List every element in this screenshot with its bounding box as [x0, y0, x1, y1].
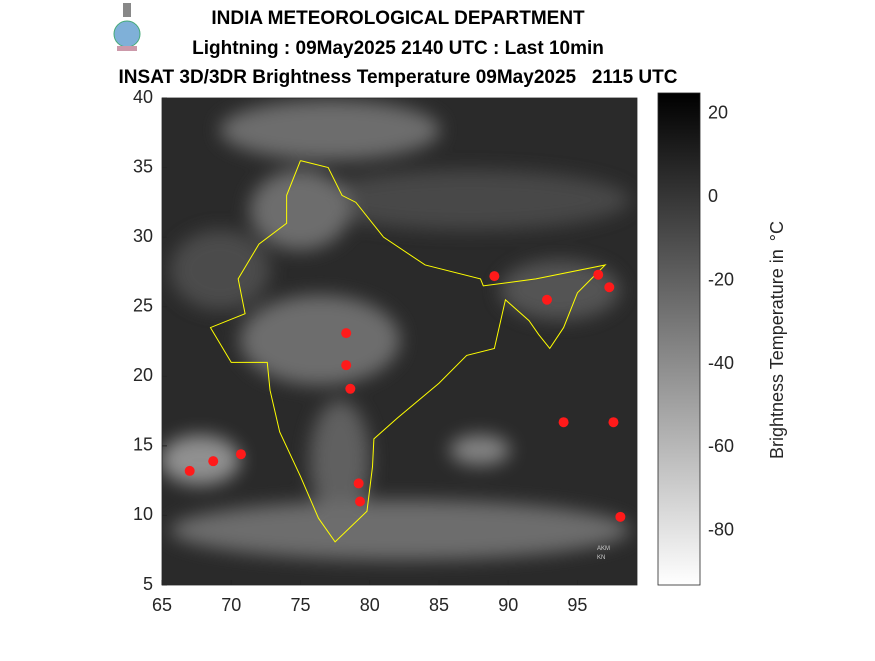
station-label: AKM [597, 546, 610, 552]
lightning-strike [184, 465, 195, 476]
y-tick-label: 10 [133, 504, 153, 524]
lightning-strike [208, 456, 219, 467]
lightning-strike [489, 271, 500, 282]
lightning-strike [558, 417, 569, 428]
x-tick-label: 80 [360, 595, 380, 615]
title: INDIA METEOROLOGICAL DEPARTMENT [211, 8, 585, 29]
colorbar-tick-label: -40 [708, 353, 734, 373]
lightning-strike [345, 383, 356, 394]
map-frame [161, 97, 638, 586]
y-tick-label: 15 [133, 435, 153, 455]
y-tick-label: 35 [133, 156, 153, 176]
satellite-image [162, 98, 637, 585]
subtitle: Lightning : 09May2025 2140 UTC : Last 10… [192, 38, 604, 59]
lightning-strike [355, 496, 366, 507]
x-tick-label: 65 [152, 595, 172, 615]
y-tick-label: 25 [133, 295, 153, 315]
lightning-strike [341, 328, 352, 339]
imd-emblem [113, 3, 141, 51]
colorbar-label-text: Brightness Temperature in [767, 249, 787, 459]
product-title: INSAT 3D/3DR Brightness Temperature 09Ma… [119, 67, 678, 88]
x-tick-label: 95 [567, 595, 587, 615]
lightning-strike [608, 417, 619, 428]
lightning-strike [341, 360, 352, 371]
colorbar-unit: °C [767, 221, 787, 241]
colorbar [657, 92, 701, 586]
lightning-strike [353, 478, 364, 489]
colorbar-label: Brightness Temperature in °C [767, 221, 787, 459]
colorbar-tick-label: -80 [708, 520, 734, 540]
india-boundary [209, 160, 607, 543]
station-label: KN [597, 555, 605, 561]
colorbar-tick-label: 20 [708, 103, 728, 123]
colorbar-tick-label: -20 [708, 269, 734, 289]
lightning-strike [615, 511, 626, 522]
y-tick-label: 30 [133, 226, 153, 246]
x-tick-label: 75 [290, 595, 310, 615]
lightning-strike [604, 282, 615, 293]
colorbar-tick-label: 0 [708, 186, 718, 206]
y-tick-label: 5 [143, 574, 153, 594]
lightning-strike [541, 294, 552, 305]
lightning-strike [235, 449, 246, 460]
y-tick-label: 40 [133, 87, 153, 107]
y-tick-label: 20 [133, 365, 153, 385]
x-tick-label: 90 [498, 595, 518, 615]
colorbar-tick-label: -60 [708, 436, 734, 456]
x-tick-label: 85 [429, 595, 449, 615]
x-tick-label: 70 [221, 595, 241, 615]
lightning-strike [593, 269, 604, 280]
